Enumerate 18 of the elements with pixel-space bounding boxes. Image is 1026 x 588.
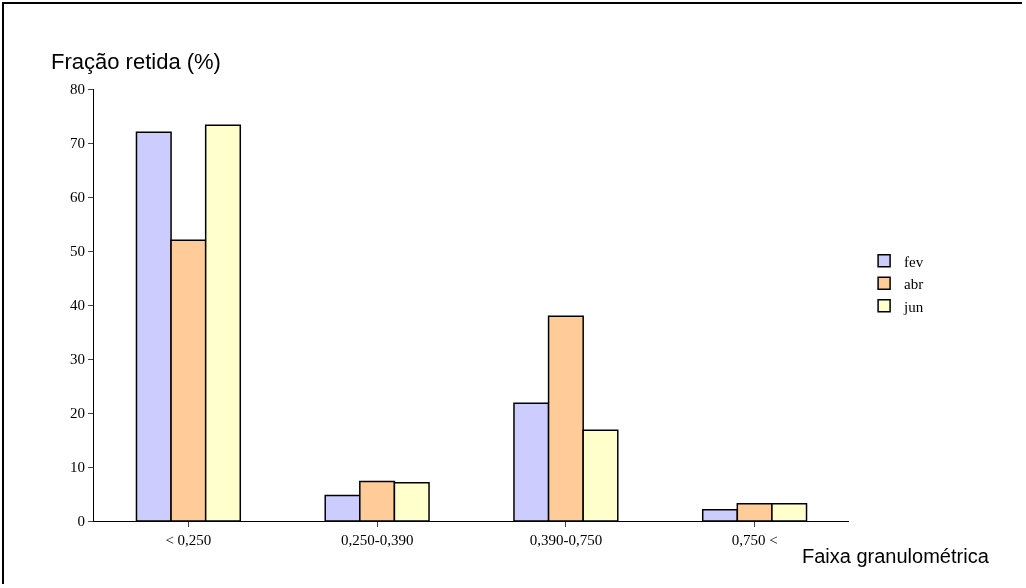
y-tick-label: 0 [77,513,85,530]
y-tick-label: 40 [70,297,85,314]
x-tick-label: 0,390-0,750 [529,532,603,548]
x-tick-label: 0,250-0,390 [340,532,414,548]
x-tick-label: < 0,250 [165,532,212,548]
legend-label: jun [903,298,924,315]
y-tick-label: 20 [70,405,85,422]
legend-label: abr [904,276,924,292]
x-tick-label: 0,750 < [731,532,778,548]
y-tick-label: 50 [70,243,85,260]
x-axis-title: Faixa granulométrica [802,545,990,567]
y-tick-label: 10 [70,459,85,476]
y-tick-label: 60 [70,189,85,206]
y-tick-label: 80 [70,81,85,98]
y-axis-title: Fração retida (%) [51,49,221,74]
y-tick-label: 30 [70,351,85,368]
y-tick-label: 70 [70,135,85,152]
legend-label: fev [904,253,924,270]
